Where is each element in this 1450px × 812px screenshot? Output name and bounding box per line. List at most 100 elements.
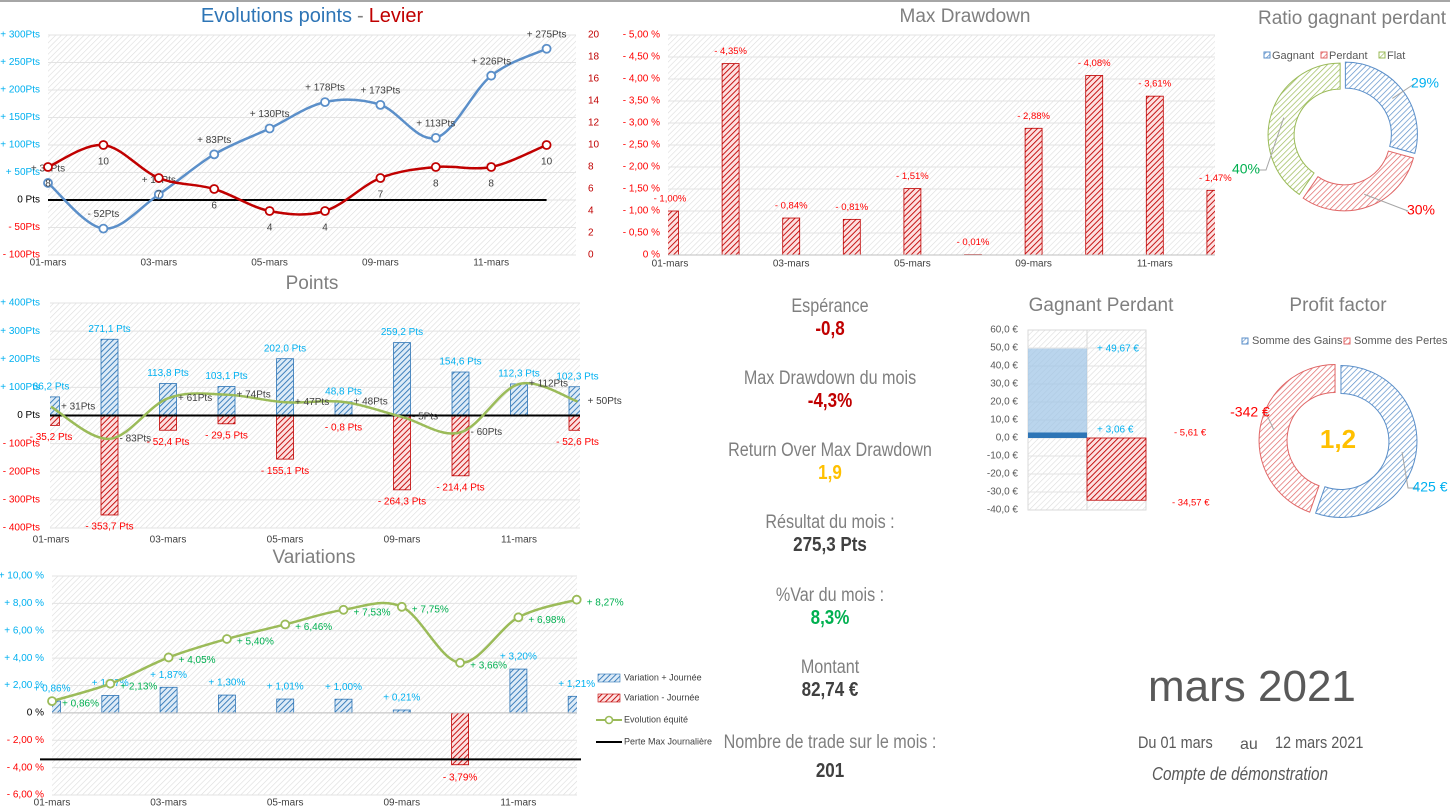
gain-bar xyxy=(393,342,411,416)
equity-point xyxy=(105,678,116,689)
gain-bar xyxy=(100,338,119,416)
stat-value: -0,8 xyxy=(815,318,845,340)
drawdown-label: - 3,61% xyxy=(1138,79,1171,90)
levier-label: 8 xyxy=(488,179,494,190)
x-tick-label: 03-mars xyxy=(150,798,187,809)
levier-point xyxy=(541,140,552,150)
y-right-tick-label: 10 xyxy=(588,140,600,151)
drawdown-label: - 0,84% xyxy=(775,201,808,212)
x-tick-label: 05-mars xyxy=(267,535,304,546)
gain-label: 112,3 Pts xyxy=(498,369,540,380)
levier-label: 6 xyxy=(211,201,217,212)
net-line xyxy=(50,381,578,441)
drawdown-bar xyxy=(1145,95,1164,255)
loss-label: - 29,5 Pts xyxy=(205,430,248,441)
stat-return-over-mdd: Return Over Max Drawdown 1,9 xyxy=(700,440,960,485)
y-tick-label: 30,0 € xyxy=(990,379,1018,390)
legend-swatch-negative xyxy=(597,693,621,703)
y-tick-label: -20,0 € xyxy=(987,469,1019,480)
positive-variation-label: + 0,21% xyxy=(383,693,420,704)
gain-label: 154,6 Pts xyxy=(439,357,481,368)
stat-var-mois: %Var du mois : 8,3% xyxy=(700,585,960,630)
gagnant-perdant-title: Gagnant Perdant xyxy=(1029,295,1174,316)
x-tick-label: 01-mars xyxy=(652,259,689,270)
drawdown-label: - 0,81% xyxy=(835,202,868,213)
period-to-word: au xyxy=(1240,736,1258,753)
points-point xyxy=(98,223,109,234)
points-chart-title: Points xyxy=(286,273,339,294)
x-tick-label: 01-mars xyxy=(33,535,70,546)
y-tick-label: + 6,00 % xyxy=(4,625,44,636)
gain-label: 113,8 Pts xyxy=(147,368,189,379)
positive-variation-bar xyxy=(567,695,577,714)
loss-bar xyxy=(217,415,236,425)
levier-label: 4 xyxy=(267,223,273,234)
y-tick-label: 0,0 € xyxy=(996,433,1019,444)
y-tick-label: + 100Pts xyxy=(0,382,40,393)
leader-line xyxy=(1392,83,1415,99)
legend-swatch-positive xyxy=(597,673,621,683)
legend-label: Perte Max Journalière xyxy=(624,736,712,746)
median-gain-bar xyxy=(1028,432,1087,438)
y-tick-label: 20,0 € xyxy=(990,397,1018,408)
net-label: + 74Pts xyxy=(237,389,271,400)
y-tick-label: - 6,00 % xyxy=(7,790,44,801)
gain-bar xyxy=(217,386,236,416)
points-label: + 130Pts xyxy=(250,109,290,120)
levier-line xyxy=(47,143,548,216)
stat-label: Max Drawdown du mois xyxy=(743,368,917,389)
legend-swatch xyxy=(1320,51,1328,59)
points-point xyxy=(430,132,441,143)
y-tick-label: - 2,50 % xyxy=(623,140,660,151)
y-tick-label: - 1,00 % xyxy=(623,206,660,217)
drawdown-bar xyxy=(1085,75,1104,255)
positive-variation-label: + 3,20% xyxy=(500,652,537,663)
stat-value: 8,3% xyxy=(810,607,850,629)
y-tick-label: 10,0 € xyxy=(990,415,1018,426)
points-bars xyxy=(50,338,580,516)
loss-bar xyxy=(100,415,119,516)
leader-line xyxy=(1364,193,1409,212)
drawdown-label: - 1,51% xyxy=(896,171,929,182)
gain-label: 259,2 Pts xyxy=(381,327,423,338)
points-point xyxy=(541,43,552,54)
levier-point xyxy=(486,162,497,172)
positive-variation-label: + 1,01% xyxy=(267,682,304,693)
gain-bar xyxy=(510,383,528,416)
x-tick-label: 03-mars xyxy=(140,258,177,269)
stat-value: 1,9 xyxy=(818,462,842,484)
legend-label: Variation + Journée xyxy=(624,672,702,682)
stat-value: 201 xyxy=(815,760,845,782)
legend-label: Gagnant xyxy=(1272,50,1314,62)
points-point xyxy=(375,99,386,110)
gain-label: 102,3 Pts xyxy=(556,371,598,382)
drawdown-bar xyxy=(903,188,922,255)
gain-label: 271,1 Pts xyxy=(88,324,130,335)
gain-bar xyxy=(50,396,60,416)
variations-legend: Variation + Journée Variation - Journée Ev… xyxy=(596,672,712,746)
legend-label: Evolution équité xyxy=(624,714,688,724)
equity-point xyxy=(338,604,349,615)
net-label: + 61Pts xyxy=(178,393,212,404)
legend-swatch xyxy=(1241,337,1249,345)
ratio-slice-perdant xyxy=(1302,150,1415,212)
net-label: - 83Pts xyxy=(120,433,152,444)
levier-label: 8 xyxy=(433,179,439,190)
equity-label: + 7,75% xyxy=(412,604,449,615)
gain-label: 202,0 Pts xyxy=(264,343,306,354)
equity-point xyxy=(513,612,524,623)
avg-loss-label: - 34,57 € xyxy=(1172,498,1210,509)
avg-gain-bar xyxy=(1028,348,1087,438)
y-right-tick-label: 2 xyxy=(588,228,594,239)
net-label: - 60Pts xyxy=(471,427,503,438)
stat-label: Espérance xyxy=(791,296,869,317)
levier-point xyxy=(430,162,441,172)
y-tick-label: -30,0 € xyxy=(987,487,1019,498)
points-point xyxy=(486,70,497,81)
loss-bar xyxy=(451,415,470,477)
title-levier: Levier xyxy=(369,5,424,27)
leader-line xyxy=(1258,117,1285,171)
levier-label: 7 xyxy=(378,190,384,201)
equity-label: + 6,98% xyxy=(528,615,565,626)
drawdown-label: - 0,01% xyxy=(957,237,990,248)
